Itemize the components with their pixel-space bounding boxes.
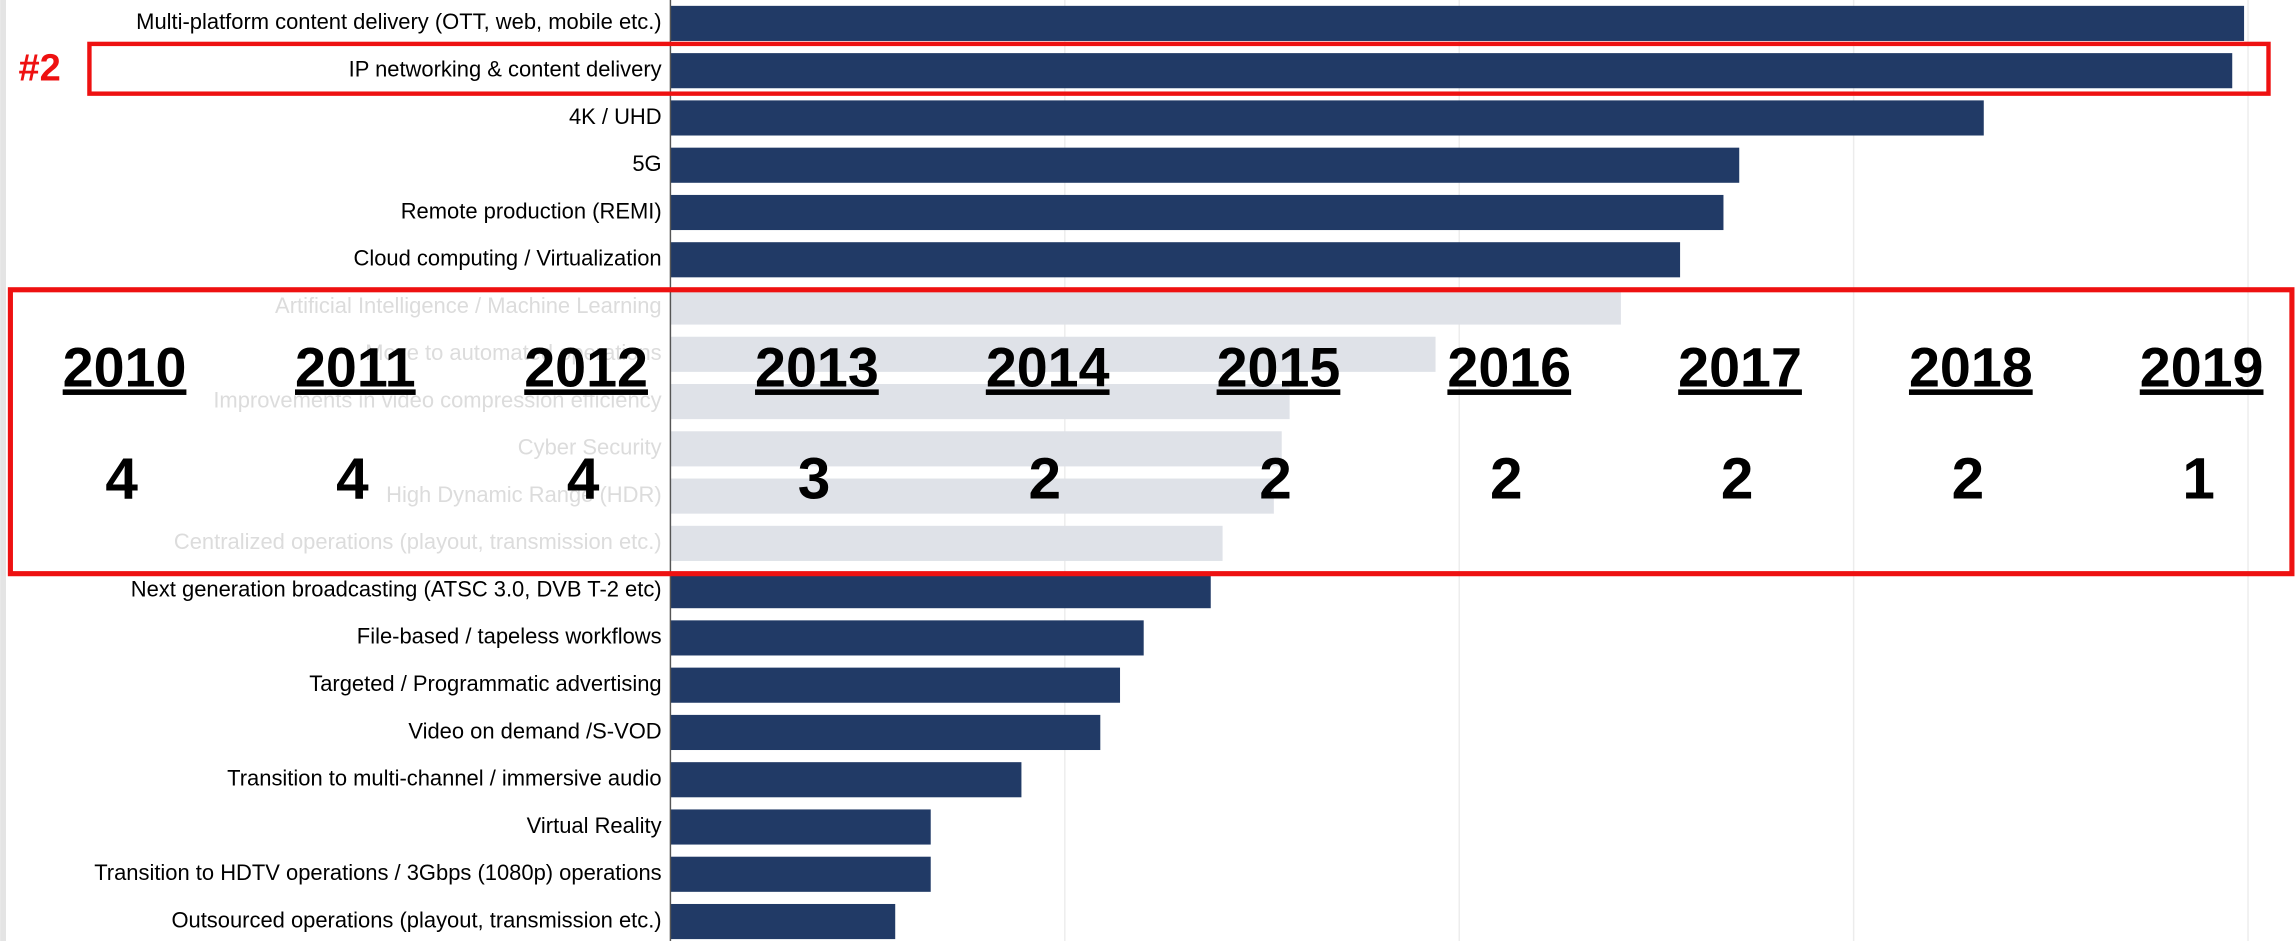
category-label: Improvements in video compression effici…	[213, 387, 661, 412]
bar	[670, 194, 1724, 231]
overlay: #2 2010 4 2011 4 2012 4 2013 3 2014 2 2015 2 2016 2 20…	[7, 41, 2295, 577]
year-label: 2018	[1909, 336, 2033, 398]
bar	[670, 903, 896, 940]
rank-label: 4	[336, 446, 369, 511]
category-label: Centralized operations (playout, transmi…	[174, 529, 662, 554]
bar	[670, 431, 1282, 467]
category-label: Remote production (REMI)	[401, 198, 662, 223]
category-label: IP networking & content delivery	[349, 56, 662, 81]
bar	[670, 573, 1211, 609]
year-label: 2015	[1217, 336, 1341, 398]
category-label: Multi-platform content delivery (OTT, we…	[136, 9, 661, 34]
rank-label: 2	[1028, 446, 1061, 511]
highlight-box	[87, 41, 2271, 96]
bar	[670, 100, 1984, 136]
category-label: 4K / UHD	[569, 104, 662, 129]
overlay-box	[7, 287, 2295, 577]
annotation: #2	[19, 47, 61, 89]
year-label: 2019	[2140, 336, 2264, 398]
bar	[670, 336, 1436, 372]
bar	[670, 5, 2245, 41]
bar	[670, 667, 1121, 703]
category-label: Video on demand /S-VOD	[408, 718, 661, 743]
bar	[670, 147, 1740, 183]
bar	[670, 762, 1022, 798]
category-label: Cyber Security	[518, 435, 662, 460]
bar	[670, 384, 1290, 420]
category-label: File-based / tapeless workflows	[357, 624, 662, 649]
year-label: 2014	[986, 336, 1110, 398]
bar	[670, 809, 931, 845]
rank-label: 4	[567, 446, 600, 511]
rank-label: 3	[798, 446, 831, 511]
rank-label: 2	[1490, 446, 1523, 511]
rank-label: 2	[1259, 446, 1292, 511]
bar	[670, 53, 2233, 89]
rank-label: 1	[2182, 446, 2215, 511]
rank-label: 2	[1952, 446, 1985, 511]
year-label: 2016	[1447, 336, 1571, 398]
category-label: Outsourced operations (playout, transmis…	[171, 907, 661, 932]
year-label: 2010	[63, 336, 187, 398]
bar	[670, 620, 1144, 656]
year-label: 2011	[295, 336, 416, 398]
rank-label: 2	[1721, 446, 1754, 511]
year-label: 2017	[1678, 336, 1802, 398]
category-label: Artificial Intelligence / Machine Learni…	[275, 293, 662, 318]
category-label: Cloud computing / Virtualization	[354, 246, 662, 271]
bar	[670, 242, 1681, 278]
year-label: 2012	[524, 336, 648, 398]
bar	[670, 856, 931, 892]
year-label: 2013	[755, 336, 879, 398]
bars: Multi-platform content delivery (OTT, we…	[94, 5, 2245, 940]
category-label: Transition to multi-channel / immersive …	[227, 766, 661, 791]
category-label: Transition to HDTV operations / 3Gbps (1…	[94, 860, 661, 885]
bar	[670, 525, 1223, 561]
category-label: Targeted / Programmatic advertising	[309, 671, 661, 696]
rank-label: 4	[105, 446, 138, 511]
bar	[670, 714, 1101, 751]
category-label: High Dynamic Range (HDR)	[386, 482, 662, 507]
category-label: Move to automated operations	[365, 340, 661, 365]
category-label: Next generation broadcasting (ATSC 3.0, …	[131, 576, 662, 601]
left-edge	[0, 0, 7, 941]
category-label: 5G	[632, 151, 661, 176]
bar	[670, 289, 1621, 325]
grid	[1064, 0, 2249, 941]
category-label: Virtual Reality	[527, 813, 662, 838]
bar	[670, 478, 1274, 514]
